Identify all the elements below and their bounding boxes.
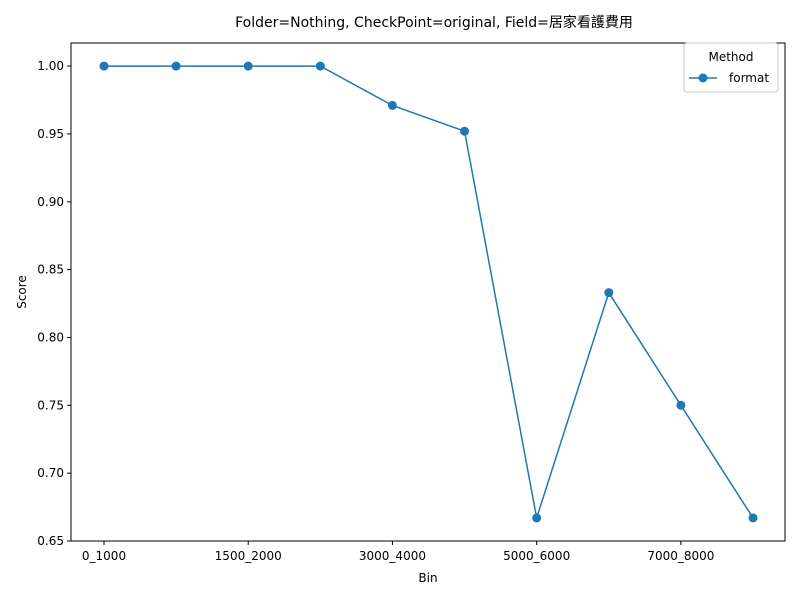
x-tick-label: 5000_6000: [503, 549, 570, 563]
data-point: [748, 513, 758, 523]
chart-title: Folder=Nothing, CheckPoint=original, Fie…: [235, 14, 633, 31]
y-axis-label: Score: [15, 275, 29, 309]
y-tick-label: 0.90: [37, 195, 64, 209]
series-layer: [99, 61, 758, 523]
series-line: [104, 65, 754, 519]
x-tick-label: 1500_2000: [215, 549, 282, 563]
plot-frame: [70, 42, 786, 542]
x-tick-label: 7000_8000: [647, 549, 714, 563]
x-tick-label: 0_1000: [82, 549, 126, 563]
legend-entry-label: format: [729, 71, 769, 85]
data-point: [460, 126, 470, 136]
y-tick-label: 0.75: [37, 398, 64, 412]
x-tick-label: 3000_4000: [359, 549, 426, 563]
y-tick-label: 0.70: [37, 466, 64, 480]
legend-marker-icon: [698, 73, 708, 83]
legend-box: [683, 42, 779, 93]
y-tick-label: 1.00: [37, 59, 64, 73]
data-point: [99, 61, 109, 71]
data-point: [676, 400, 686, 410]
data-point: [387, 100, 397, 110]
data-point: [243, 61, 253, 71]
data-point: [604, 288, 614, 298]
y-tick-label: 0.65: [37, 534, 64, 548]
data-point: [532, 513, 542, 523]
x-axis-label: Bin: [418, 571, 437, 585]
y-tick-label: 0.95: [37, 127, 64, 141]
y-tick-label: 0.80: [37, 330, 64, 344]
legend-title: Method: [708, 50, 753, 64]
y-axis: 0.65 0.70 0.75 0.80 0.85 0.90 0.95 1.00: [37, 59, 71, 548]
data-point: [315, 61, 325, 71]
y-tick-label: 0.85: [37, 263, 64, 277]
x-axis: 0_1000 1500_2000 3000_4000 5000_6000 7000_80…: [82, 541, 714, 563]
legend: Method format: [683, 42, 779, 93]
plot-area: 0.65 0.70 0.75 0.80 0.85 0.90 0.95 1.00 0_1000 1…: [37, 42, 786, 563]
data-point: [171, 61, 181, 71]
